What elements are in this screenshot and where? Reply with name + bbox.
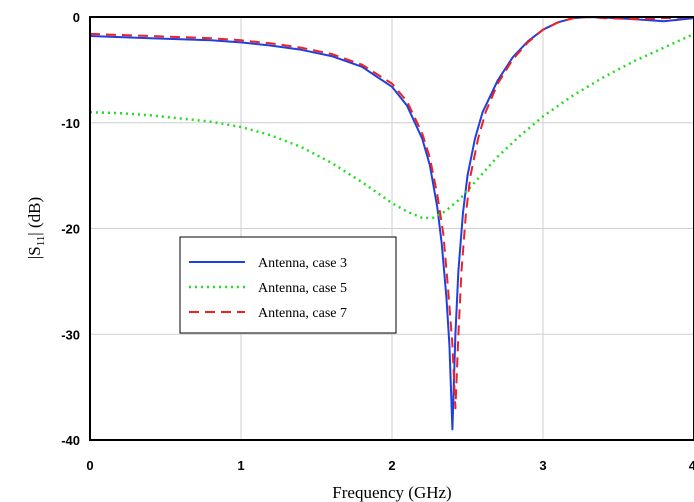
y-tick-label: 0 [73, 10, 80, 25]
x-tick-label: 4 [689, 458, 694, 473]
legend-label-case-5: Antenna, case 5 [258, 281, 347, 296]
grid-lines [90, 17, 694, 440]
tick-labels: 0 1 2 3 4 0 -10 -20 -30 -40 [61, 10, 694, 473]
x-tick-label: 0 [86, 458, 93, 473]
series-layer [89, 16, 694, 431]
y-tick-label: -10 [61, 116, 80, 131]
legend-label-case-7: Antenna, case 7 [258, 306, 347, 321]
x-tick-label: 2 [388, 458, 395, 473]
series-line-2 [89, 32, 694, 220]
y-tick-label: -30 [61, 327, 80, 342]
y-tick-label: -40 [61, 433, 80, 448]
legend-label-case-3: Antenna, case 3 [258, 256, 347, 271]
series-line-1 [89, 16, 694, 431]
y-axis-label-end: | (dB) [25, 197, 44, 236]
legend: Antenna, case 3 Antenna, case 5 Antenna,… [179, 236, 397, 334]
plot-frame [89, 16, 694, 441]
y-tick-label: -20 [61, 222, 80, 237]
y-axis-label-main: |S [25, 246, 44, 259]
series-line-3 [89, 16, 694, 410]
legend-box [179, 236, 397, 334]
y-axis-label-subscript: 11 [35, 236, 47, 247]
y-axis-label: |S11| (dB) [25, 197, 47, 259]
x-axis-label: Frequency (GHz) [332, 483, 451, 502]
x-tick-label: 3 [539, 458, 546, 473]
x-tick-label: 1 [237, 458, 244, 473]
